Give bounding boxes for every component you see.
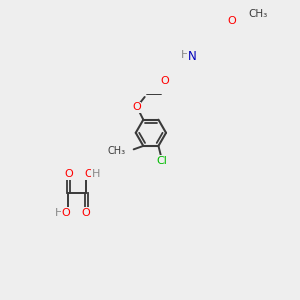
Text: O: O [64, 169, 73, 179]
Text: O: O [132, 102, 141, 112]
Text: N: N [188, 50, 197, 63]
Text: O: O [160, 76, 169, 86]
Text: CH₃: CH₃ [248, 9, 267, 20]
Text: H: H [181, 50, 190, 60]
Text: CH₃: CH₃ [108, 146, 126, 156]
Text: O: O [85, 169, 93, 179]
Text: H: H [92, 169, 100, 179]
Text: H: H [55, 208, 63, 218]
Text: O: O [82, 208, 91, 218]
Text: Cl: Cl [157, 156, 167, 166]
Text: O: O [227, 16, 236, 26]
Text: O: O [61, 208, 70, 218]
